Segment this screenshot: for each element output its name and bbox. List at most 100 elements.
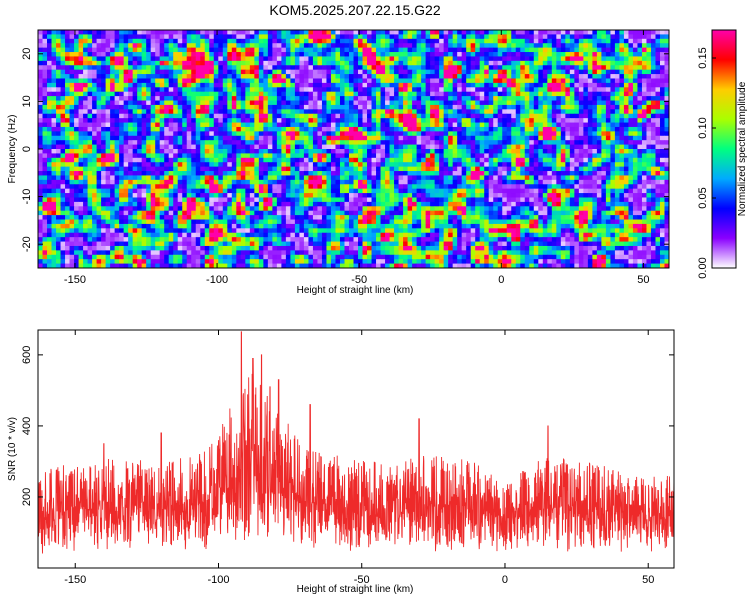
- heatmap-cell: [493, 43, 499, 49]
- heatmap-cell: [380, 126, 386, 132]
- heatmap-cell: [398, 175, 404, 181]
- heatmap-cell: [258, 162, 264, 168]
- heatmap-cell: [114, 34, 120, 40]
- heatmap-cell: [502, 171, 508, 176]
- heatmap-cell: [110, 153, 116, 159]
- heatmap-cell: [299, 78, 305, 84]
- heatmap-cell: [159, 140, 165, 145]
- heatmap-cell: [348, 126, 354, 132]
- heatmap-cell: [565, 144, 571, 150]
- heatmap-cell: [191, 30, 197, 35]
- heatmap-cell: [533, 43, 539, 49]
- heatmap-cell: [659, 140, 665, 145]
- heatmap-cell: [646, 109, 652, 115]
- heatmap-cell: [556, 91, 562, 97]
- heatmap-cell: [475, 162, 481, 168]
- heatmap-cell: [398, 162, 404, 168]
- heatmap-cell: [403, 153, 408, 159]
- heatmap-cell: [659, 118, 665, 123]
- heatmap-cell: [299, 162, 305, 168]
- heatmap-cell: [610, 38, 616, 44]
- heatmap-cell: [371, 104, 377, 110]
- heatmap-cell: [430, 171, 436, 176]
- heatmap-cell: [245, 118, 251, 123]
- heatmap-cell: [605, 52, 611, 57]
- heatmap-cell: [425, 69, 431, 75]
- heatmap-cell: [493, 78, 499, 84]
- heatmap-cell: [317, 109, 323, 115]
- heatmap-cell: [339, 149, 345, 154]
- heatmap-cell: [272, 56, 278, 62]
- heatmap-cell: [339, 135, 345, 141]
- heatmap-cell: [56, 74, 61, 79]
- heatmap-cell: [506, 96, 512, 101]
- heatmap-cell: [173, 100, 179, 106]
- heatmap-cell: [195, 113, 201, 119]
- heatmap-cell: [596, 30, 602, 35]
- heatmap-cell: [619, 104, 625, 110]
- heatmap-cell: [186, 100, 192, 106]
- heatmap-cell: [574, 74, 580, 79]
- heatmap-cell: [164, 30, 170, 35]
- heatmap-cell: [596, 56, 602, 62]
- heatmap-cell: [596, 104, 602, 110]
- heatmap-cell: [182, 149, 188, 154]
- heatmap-cell: [493, 153, 499, 159]
- heatmap-cell: [560, 52, 566, 57]
- heatmap-cell: [569, 140, 575, 145]
- heatmap-cell: [641, 140, 647, 145]
- heatmap-cell: [294, 34, 300, 40]
- heatmap-cell: [488, 38, 494, 44]
- heatmap-cell: [299, 47, 305, 53]
- heatmap-cell: [285, 126, 291, 132]
- heatmap-cell: [267, 74, 273, 79]
- heatmap-cell: [200, 60, 206, 66]
- heatmap-cell: [195, 34, 201, 40]
- heatmap-cell: [132, 65, 138, 71]
- heatmap-cell: [371, 87, 377, 93]
- heatmap-cell: [619, 69, 625, 75]
- heatmap-cell: [457, 153, 463, 159]
- heatmap-cell: [114, 69, 120, 75]
- heatmap-cell: [484, 82, 490, 88]
- heatmap-cell: [213, 43, 219, 49]
- heatmap-cell: [664, 96, 669, 101]
- heatmap-cell: [655, 126, 661, 132]
- heatmap-cell: [281, 47, 287, 53]
- heatmap-cell: [69, 166, 75, 172]
- heatmap-cell: [637, 157, 643, 163]
- heatmap-cell: [155, 144, 161, 150]
- heatmap-cell: [551, 65, 557, 71]
- heatmap-cell: [236, 179, 242, 185]
- heatmap-cell: [362, 47, 368, 53]
- heatmap-cell: [457, 166, 463, 172]
- heatmap-cell: [321, 96, 327, 101]
- heatmap-cell: [186, 149, 192, 154]
- heatmap-cell: [164, 131, 170, 137]
- heatmap-cell: [209, 30, 215, 35]
- heatmap-cell: [218, 87, 224, 93]
- heatmap-cell: [182, 104, 188, 110]
- heatmap-cell: [317, 126, 323, 132]
- heatmap-cell: [569, 100, 575, 106]
- heatmap-cell: [367, 149, 372, 154]
- heatmap-cell: [416, 144, 422, 150]
- heatmap-cell: [470, 118, 476, 123]
- heatmap-cell: [195, 153, 201, 159]
- heatmap-cell: [646, 74, 652, 79]
- heatmap-cell: [218, 162, 224, 168]
- heatmap-cell: [177, 184, 183, 190]
- heatmap-cell: [578, 87, 584, 93]
- heatmap-cell: [123, 65, 129, 71]
- heatmap-cell: [267, 87, 273, 93]
- heatmap-cell: [209, 118, 215, 123]
- heatmap-cell: [632, 69, 638, 75]
- heatmap-cell: [218, 135, 224, 141]
- heatmap-cell: [155, 52, 161, 57]
- heatmap-cell: [452, 149, 458, 154]
- heatmap-cell: [114, 74, 120, 79]
- heatmap-cell: [452, 56, 458, 62]
- heatmap-cell: [556, 74, 562, 79]
- heatmap-cell: [132, 171, 138, 176]
- heatmap-cell: [380, 91, 386, 97]
